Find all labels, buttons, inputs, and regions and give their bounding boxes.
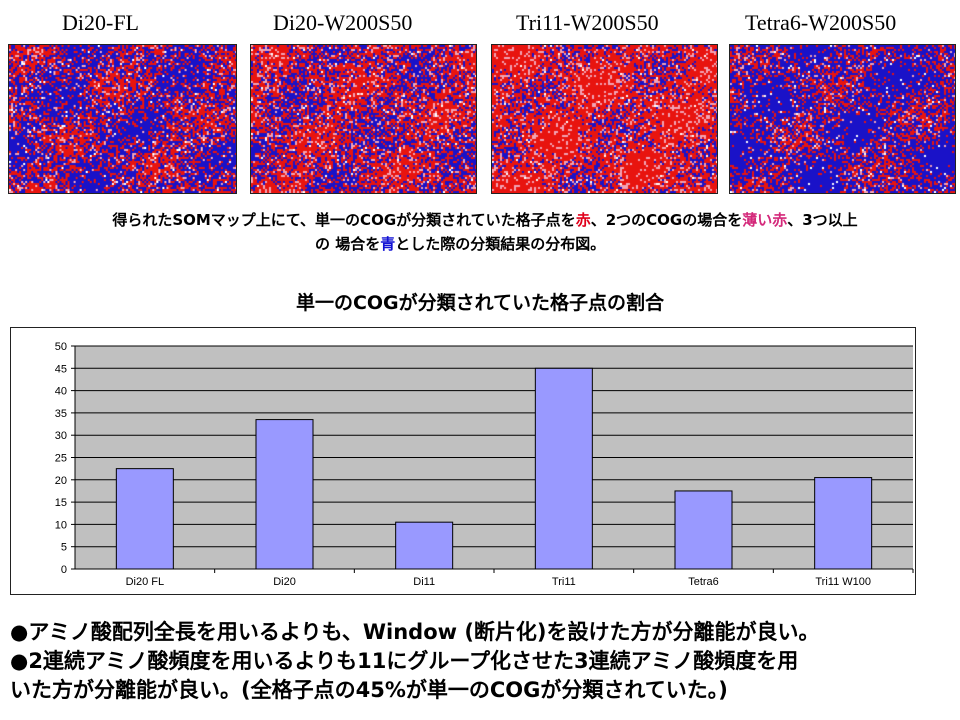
x-tick-label: Di20 [273,576,296,588]
bar-tri11-w100 [814,477,873,570]
chart-title: 単一のCOGが分類されていた格子点の割合 [295,292,665,314]
map-title-di20-fl: Di20-FL [62,10,139,35]
caption-pink-word: 薄い赤 [742,211,788,229]
y-tick-label: 50 [55,341,67,353]
y-tick-label: 10 [55,519,67,531]
caption-blue-word: 青 [380,235,396,253]
caption-text: 、2つのCOGの場合を [590,211,743,229]
bullet-line: ●2連続アミノ酸頻度を用いるよりも11にグループ化させた3連続アミノ酸頻度を用 [10,649,799,673]
som-map-tetra6-w200s50 [729,44,956,194]
map-title-tri11-w200s50: Tri11-W200S50 [516,10,659,35]
som-map-canvas [251,45,476,193]
y-tick-label: 35 [55,408,67,420]
caption-line-2: の 場合を青とした際の分類結果の分布図。 [40,232,930,256]
y-tick-label: 20 [55,475,67,487]
x-tick-label: Di11 [413,576,435,588]
caption-text: 、3つ以上 [787,211,858,229]
bar-tetra6 [674,490,733,570]
caption-red-word: 赤 [575,211,591,229]
y-tick-label: 45 [55,363,67,375]
y-tick-label: 25 [55,453,67,465]
som-map-di20-fl [8,44,237,194]
bullet-line: ●アミノ酸配列全長を用いるよりも、Window (断片化)を設けた方が分離能が良… [10,620,820,644]
y-tick-label: 15 [55,497,67,509]
bar-di11 [395,521,454,570]
x-tick-label: Tri11 W100 [815,576,871,588]
chart-svg: 0 5 10 15 20 25 30 35 40 45 50 Di20 FL Di20 Di11 Tri11… [55,341,914,588]
map-title-tetra6-w200s50: Tetra6-W200S50 [745,10,897,35]
y-tick-label: 40 [55,386,67,398]
bar-tri11 [534,367,593,570]
bar-chart: 0 5 10 15 20 25 30 35 40 45 50 Di20 FL Di20 Di11 Tri11… [10,327,916,595]
bar-di20-fl [115,468,174,570]
som-map-tri11-w200s50 [491,44,718,194]
y-tick-label: 5 [61,542,67,554]
som-map-canvas [492,45,717,193]
map-caption: 得られたSOMマップ上にて、単一のCOGが分類されていた格子点を赤、2つのCOG… [40,208,930,256]
caption-text: 得られたSOMマップ上にて、単一のCOGが分類されていた格子点を [112,211,576,229]
x-tick-label: Tri11 [552,576,576,588]
x-tick-label: Di20 FL [126,576,165,588]
som-map-canvas [730,45,955,193]
caption-text: の 場合を [315,235,381,253]
y-tick-label: 30 [55,430,67,442]
y-tick-label: 0 [61,564,67,576]
conclusion-bullets: ●アミノ酸配列全長を用いるよりも、Window (断片化)を設けた方が分離能が良… [10,618,955,705]
som-map-canvas [9,45,236,193]
caption-text: とした際の分類結果の分布図。 [395,235,606,253]
map-title-di20-w200s50: Di20-W200S50 [273,10,413,35]
x-tick-label: Tetra6 [688,576,719,588]
som-map-di20-w200s50 [250,44,477,194]
bullet-line: いた方が分離能が良い。(全格子点の45%が単一のCOGが分類されていた。) [10,678,728,702]
bar-di20 [255,419,314,570]
